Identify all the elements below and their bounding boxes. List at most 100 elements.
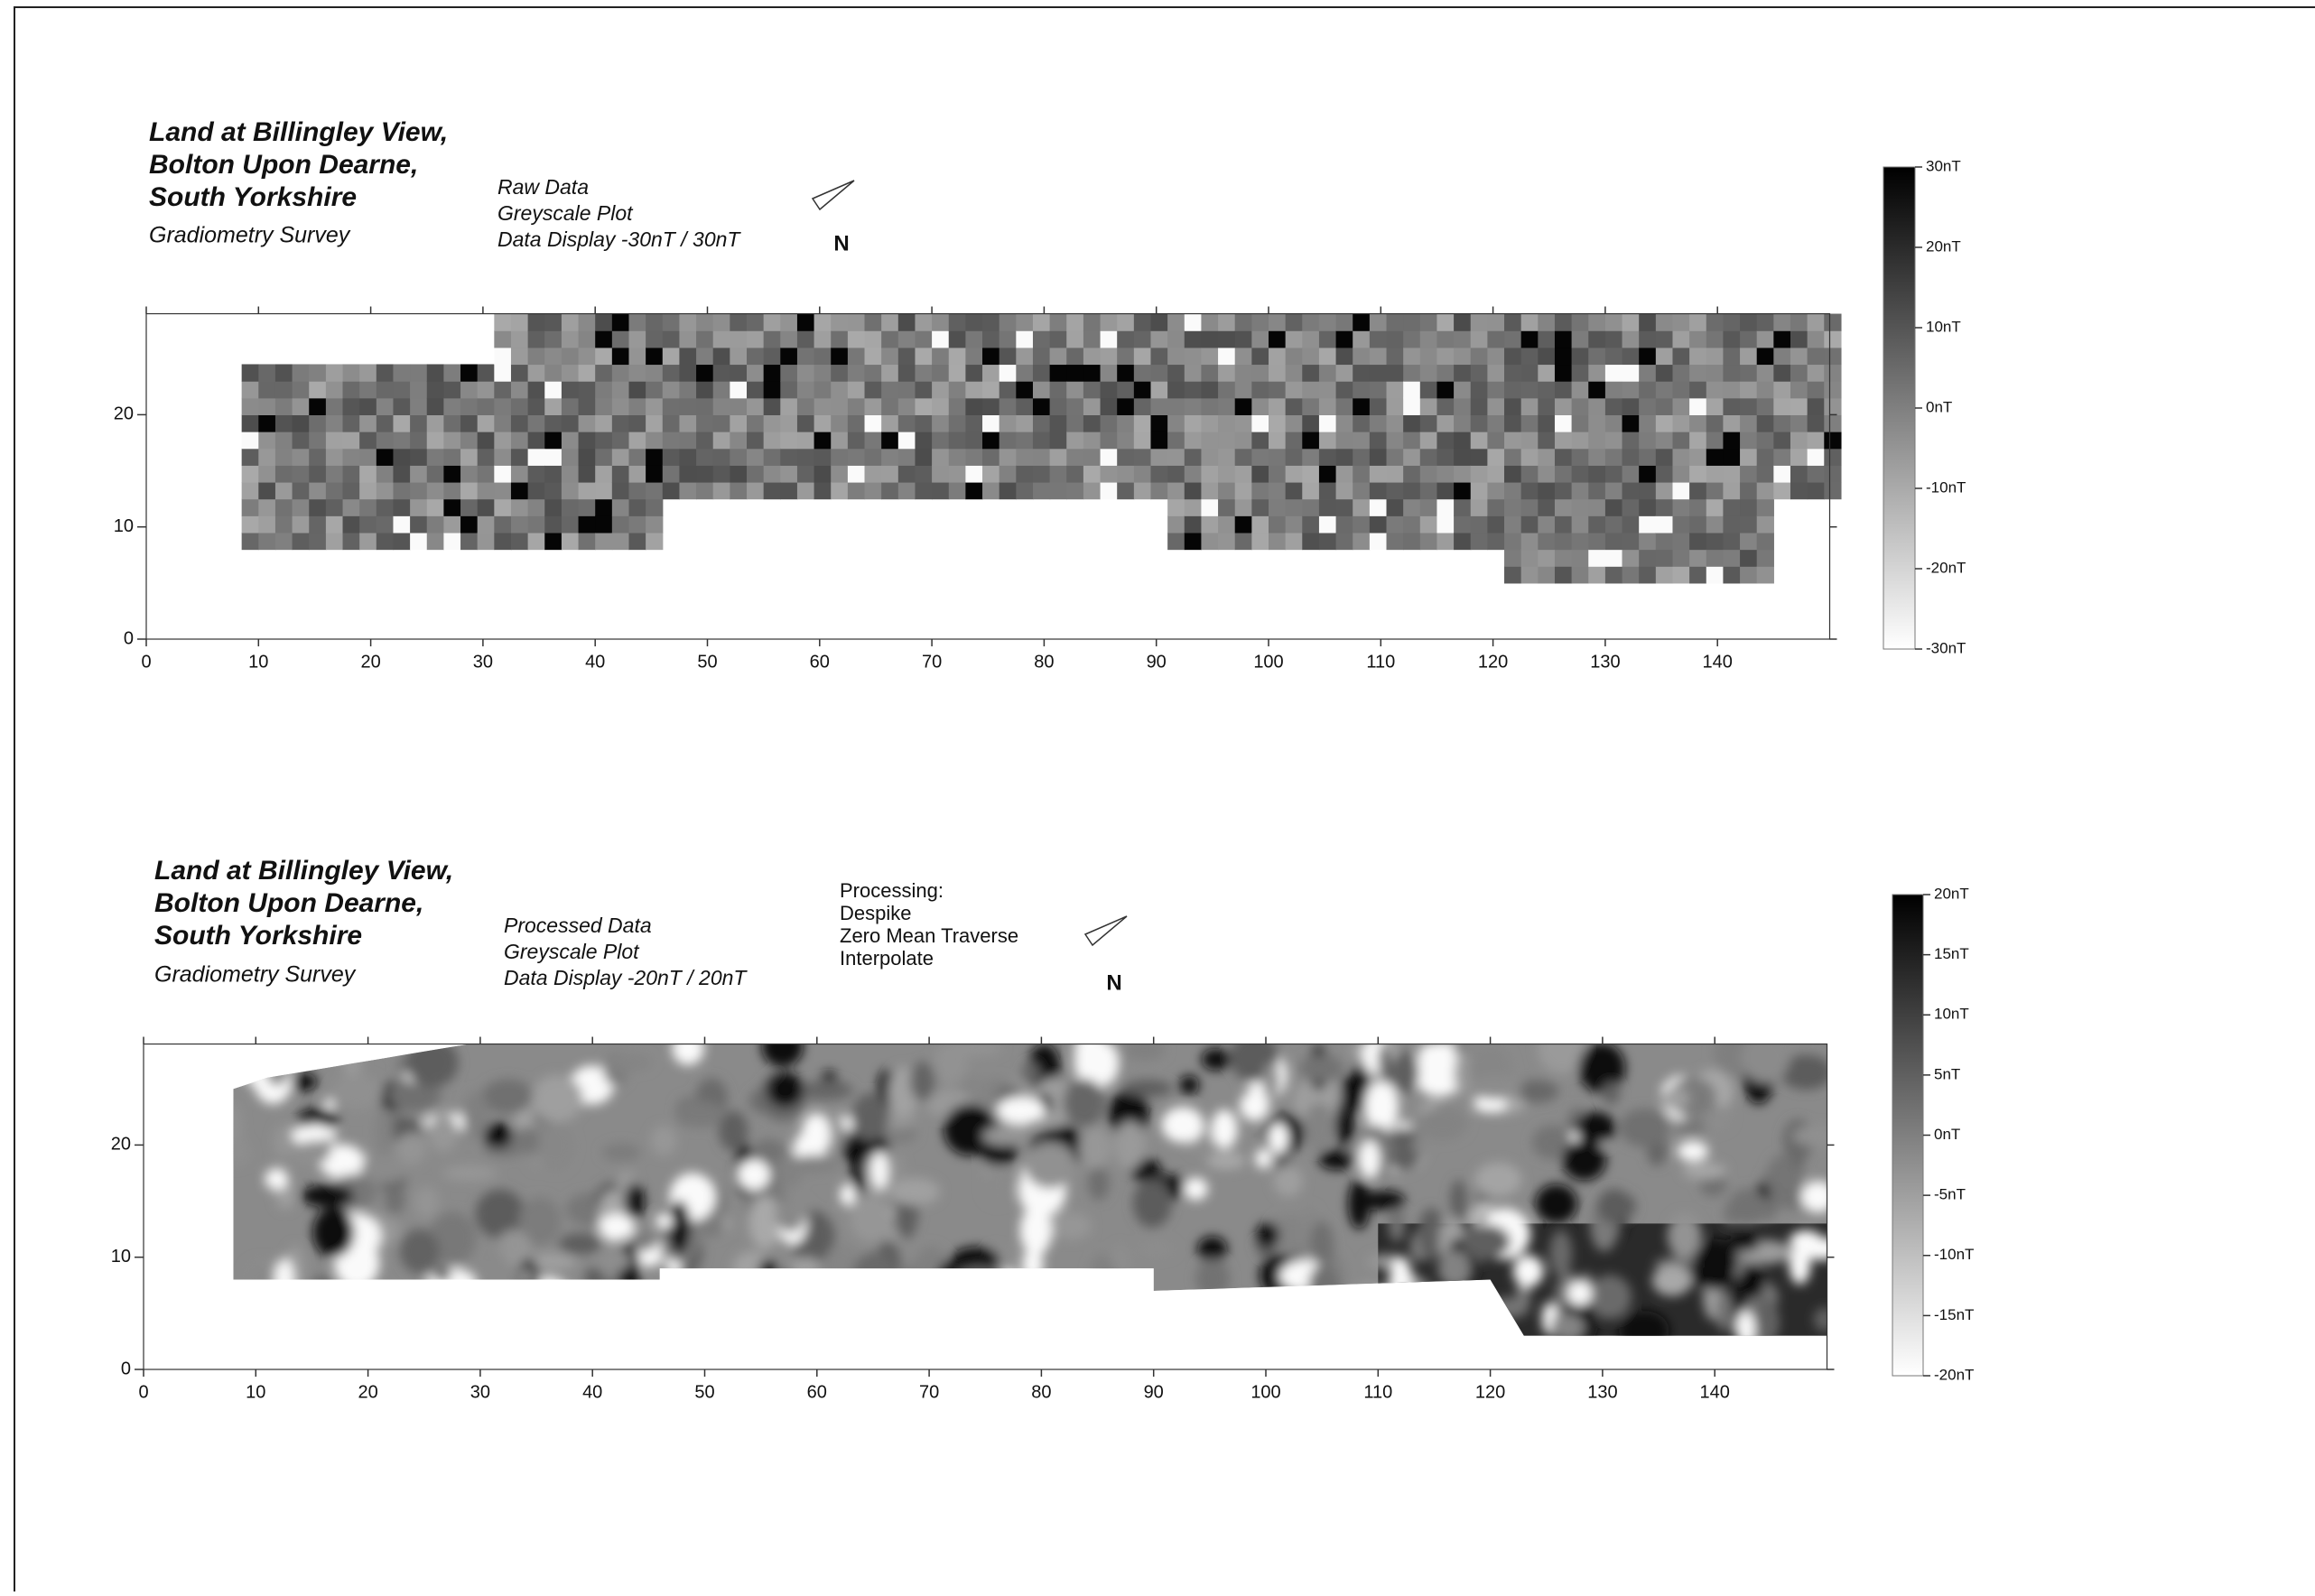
raster-cell: [1083, 431, 1101, 449]
raster-cell: [478, 499, 495, 516]
raster-cell: [377, 381, 394, 398]
raster-cell: [1370, 348, 1387, 365]
raster-cell: [814, 431, 832, 449]
raster-cell: [478, 431, 495, 449]
raster-cell: [544, 348, 562, 365]
blob: [1111, 1245, 1129, 1276]
processing-note: Despike: [840, 902, 911, 924]
blob: [997, 1307, 1050, 1343]
raster-cell: [544, 314, 562, 331]
raster-cell: [764, 348, 781, 365]
blob: [330, 1075, 384, 1109]
raster-cell: [1336, 449, 1353, 466]
raster-cell: [579, 449, 596, 466]
raster-cell: [1302, 499, 1319, 516]
panel-subtitle: Gradiometry Survey: [154, 962, 357, 988]
raster-cell: [747, 381, 764, 398]
raster-cell: [1370, 398, 1387, 415]
blob: [1716, 1293, 1734, 1332]
raster-cell: [965, 482, 982, 499]
y-tick-label: 20: [111, 1135, 131, 1155]
raster-cell: [258, 398, 275, 415]
raster-cell: [1302, 431, 1319, 449]
raster-cell: [494, 449, 511, 466]
raster-cell: [258, 431, 275, 449]
raster-cell: [881, 330, 898, 348]
raster-cell: [460, 398, 478, 415]
raster-cell: [865, 431, 882, 449]
raster-cell: [1235, 431, 1252, 449]
raster-cell: [1436, 533, 1454, 550]
raster-cell: [713, 330, 730, 348]
raster-cell: [1251, 381, 1269, 398]
blob: [851, 1265, 869, 1291]
colorbar-label: 20nT: [1926, 237, 1961, 255]
raster-cell: [595, 414, 612, 431]
blob: [1738, 1265, 1765, 1299]
blob: [609, 1294, 632, 1341]
raster-cell: [1201, 431, 1218, 449]
raster-cell: [1033, 431, 1050, 449]
raster-cell: [1740, 550, 1757, 567]
raster-cell: [1672, 381, 1689, 398]
raster-cell: [1471, 515, 1488, 533]
raster-cell: [1622, 499, 1640, 516]
raster-cell: [343, 414, 360, 431]
raster-cell: [1521, 515, 1539, 533]
blur-layer: [217, 1025, 1842, 1356]
blob: [1100, 1267, 1119, 1311]
blob: [499, 1229, 525, 1260]
raster-cell: [1555, 431, 1572, 449]
survey-raster: [217, 1025, 1842, 1356]
raster-cell: [293, 414, 310, 431]
raster-cell: [1016, 314, 1033, 331]
raster-cell: [1689, 364, 1706, 381]
raster-cell: [1672, 566, 1689, 583]
raster-cell: [1319, 330, 1336, 348]
raster-cell: [309, 515, 326, 533]
colorbar: [1883, 167, 1915, 649]
raster-cell: [511, 515, 528, 533]
raster-cell: [1740, 381, 1757, 398]
raster-cell: [1706, 414, 1724, 431]
raster-cell: [1622, 550, 1640, 567]
raster-cell: [544, 515, 562, 533]
y-tick-label: 10: [111, 1247, 131, 1267]
raster-cell: [1757, 449, 1774, 466]
raster-cell: [1167, 398, 1185, 415]
raster-cell: [1269, 499, 1286, 516]
raster-cell: [1605, 533, 1622, 550]
raster-cell: [730, 431, 747, 449]
raster-cell: [1555, 499, 1572, 516]
raster-cell: [1387, 449, 1404, 466]
raster-cell: [1723, 381, 1740, 398]
raster-cell: [628, 499, 646, 516]
raster-cell: [494, 330, 511, 348]
raster-cell: [1302, 533, 1319, 550]
raster-cell: [359, 533, 377, 550]
raster-cell: [1101, 364, 1118, 381]
blob: [484, 1122, 513, 1147]
raster-cell: [1050, 414, 1067, 431]
blob: [339, 1292, 386, 1316]
raster-cell: [1454, 414, 1471, 431]
raster-cell: [1689, 314, 1706, 331]
x-tick-label: 60: [807, 1382, 827, 1402]
raster-cell: [1454, 465, 1471, 482]
raster-cell: [1773, 381, 1790, 398]
raster-cell: [1033, 364, 1050, 381]
raster-cell: [646, 381, 663, 398]
raster-cell: [1773, 414, 1790, 431]
x-tick-label: 80: [1034, 652, 1054, 672]
raster-cell: [1235, 414, 1252, 431]
raster-cell: [343, 431, 360, 449]
raster-cell: [1353, 314, 1370, 331]
raster-cell: [696, 449, 713, 466]
raster-cell: [1757, 314, 1774, 331]
raster-cell: [1572, 499, 1589, 516]
raster-cell: [242, 482, 259, 499]
raster-cell: [258, 499, 275, 516]
raster-cell: [1555, 550, 1572, 567]
raster-cell: [359, 398, 377, 415]
raster-cell: [780, 465, 797, 482]
